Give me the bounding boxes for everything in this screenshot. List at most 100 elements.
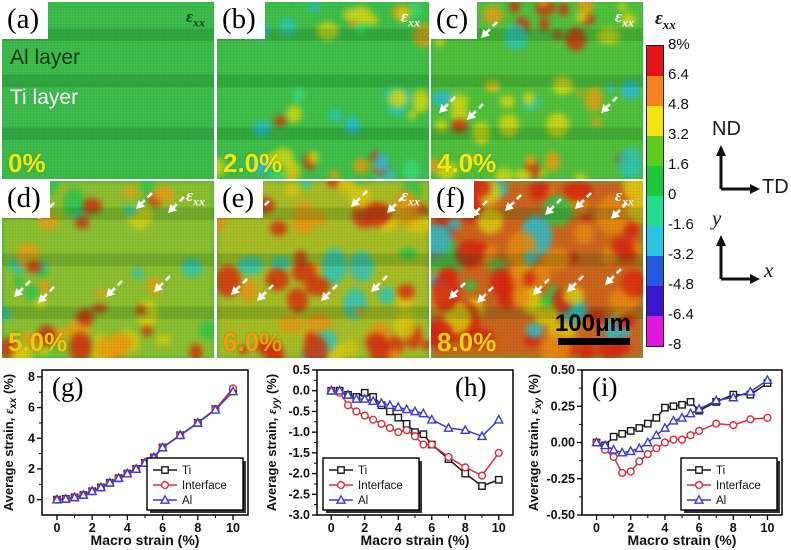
strain-blob	[344, 116, 360, 135]
colorbar-tick-label: 0	[668, 186, 677, 203]
strain-blob	[304, 331, 316, 344]
svg-text:6: 6	[428, 521, 435, 535]
colorbar-segment	[647, 106, 663, 136]
epsilon-symbol: ε	[615, 186, 622, 205]
strain-blob	[315, 209, 328, 227]
strain-blob	[494, 168, 513, 179]
strain-blob	[285, 105, 302, 123]
al-layer-label: Al layer	[10, 46, 81, 69]
applied-strain-label: 0%	[8, 148, 46, 178]
strain-blob	[274, 115, 287, 128]
strain-blob	[252, 158, 271, 174]
strain-blob	[283, 160, 301, 179]
colorbar-tick-label: -1.6	[668, 216, 694, 233]
strain-blob	[413, 23, 429, 47]
svg-text:10: 10	[761, 521, 775, 535]
svg-text:-0.5: -0.5	[288, 404, 310, 418]
applied-strain-label: 8.0%	[437, 327, 497, 357]
strain-map-panel-c: εxx 4.0% (c)	[431, 2, 643, 179]
strain-blob	[407, 109, 416, 120]
chart-panel-letter: (i)	[592, 372, 617, 402]
series-Al	[326, 385, 504, 441]
strain-blob	[500, 94, 516, 109]
svg-text:6: 6	[159, 521, 166, 535]
strain-blob	[539, 17, 549, 31]
svg-text:-1.5: -1.5	[288, 446, 310, 460]
epsilon-symbol: ε	[655, 8, 663, 29]
strain-blob	[581, 14, 596, 26]
strain-blob	[269, 221, 288, 236]
legend-label-Al: Al	[358, 495, 368, 507]
colorbar-tick-label: -8	[668, 336, 682, 353]
strain-blob	[620, 80, 640, 101]
y-axis-title: Average strain, εxx (%)	[1, 374, 19, 511]
strain-blob	[574, 222, 594, 245]
strain-blob	[524, 157, 535, 164]
svg-text:-0.50: -0.50	[547, 508, 576, 522]
strain-blob	[482, 5, 503, 25]
axes: 0 2 4 6 8 10 0.50 0.25 0.00 -0.25 -0.50	[547, 363, 783, 535]
strain-blob	[26, 260, 43, 274]
scale-bar-label: 100μm	[554, 310, 631, 337]
strain-blob	[564, 33, 573, 44]
strain-blob	[12, 345, 32, 358]
legend-label-Al: Al	[716, 495, 726, 507]
strain-blob	[321, 248, 348, 284]
svg-text:-0.25: -0.25	[547, 472, 576, 486]
colorbar	[646, 45, 664, 347]
strain-blob	[484, 79, 500, 93]
applied-strain-label: 4.0%	[437, 148, 497, 178]
colorbar-segment	[647, 256, 663, 286]
strain-blob	[616, 313, 636, 328]
strain-blob	[570, 306, 583, 320]
epsilon-subscript: xx	[662, 16, 676, 32]
td-direction-label: TD	[762, 176, 789, 198]
strain-blob	[442, 162, 458, 177]
strain-blob	[135, 304, 147, 316]
strain-blob	[498, 114, 519, 137]
strain-blob	[522, 270, 536, 289]
strain-blob	[327, 181, 343, 188]
svg-text:0: 0	[593, 521, 600, 535]
chart-i-exy-vs-macro-strain: 0 2 4 6 8 10 0.50 0.25 0.00 -0.25 -0.50 Macro strai…	[525, 362, 791, 550]
strain-blob	[37, 279, 49, 294]
epsilon-subscript: xx	[408, 194, 420, 209]
svg-text:0: 0	[328, 521, 335, 535]
strain-blob	[155, 334, 171, 346]
ti-layer-label: Ti layer	[10, 86, 79, 109]
colorbar-tick-label: -6.4	[668, 306, 694, 323]
strain-blob	[587, 308, 606, 325]
svg-text:2: 2	[361, 521, 368, 535]
svg-text:2: 2	[28, 462, 35, 476]
panel-letter-label: (f)	[431, 181, 474, 218]
strain-blob	[535, 168, 545, 179]
svg-text:0.5: 0.5	[293, 363, 310, 377]
strain-blob	[37, 344, 52, 356]
svg-text:2: 2	[89, 521, 96, 535]
strain-blob	[544, 341, 561, 356]
strain-blob	[529, 181, 547, 201]
y-axis-label: y	[712, 206, 722, 230]
strain-map-panel-e: εxx 6.0% (e)	[217, 181, 429, 358]
y-axis-title: Average strain, εyy (%)	[264, 374, 282, 511]
strain-blob	[472, 121, 491, 144]
strain-blob	[284, 184, 300, 197]
strain-blob	[590, 117, 603, 127]
strain-map-panel-d: εxx 5.0% (d)	[2, 181, 214, 358]
strain-blob	[575, 12, 588, 22]
epsilon-symbol: ε	[186, 7, 193, 26]
svg-text:8: 8	[28, 370, 35, 384]
strain-blob	[236, 255, 265, 276]
panel-letter-label: (b)	[217, 2, 265, 39]
svg-text:6: 6	[28, 401, 35, 415]
strain-blob	[343, 8, 363, 23]
strain-blob	[217, 213, 225, 233]
svg-text:2: 2	[627, 521, 634, 535]
strain-blob	[526, 323, 543, 338]
colorbar-tick-label: 4.8	[668, 96, 689, 113]
epsilon-subscript: xx	[622, 15, 634, 30]
strain-blob	[545, 112, 569, 139]
legend-label-Ti: Ti	[716, 465, 725, 477]
strain-component-label: εxx	[401, 7, 420, 30]
